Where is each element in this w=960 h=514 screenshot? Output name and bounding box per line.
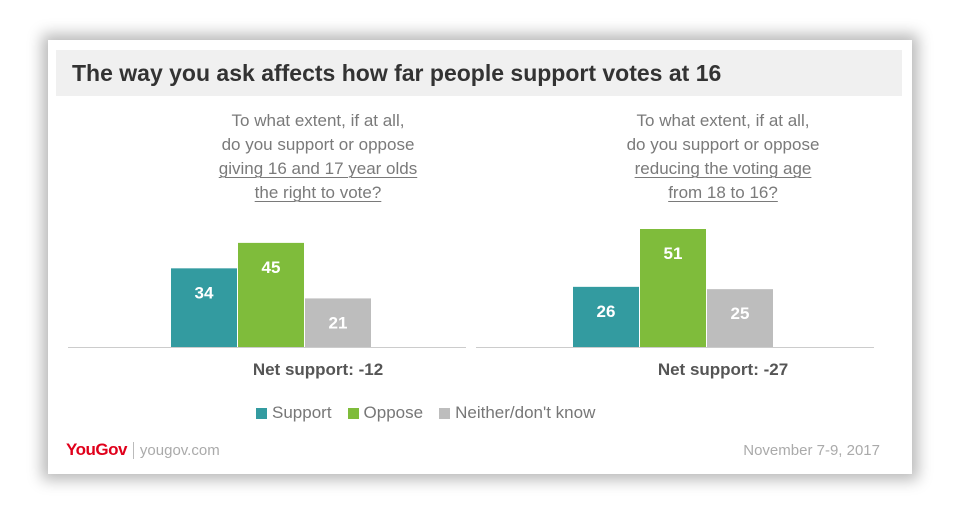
bar-neither (305, 298, 371, 347)
footer-branding: YouGov yougov.com (66, 438, 220, 462)
question-line: To what extent, if at all, (231, 111, 405, 130)
legend-label: Oppose (363, 403, 424, 422)
legend-swatch-support (256, 407, 267, 419)
footer-divider (132, 441, 134, 459)
legend-swatch-neither (439, 407, 451, 419)
bar-neither (707, 289, 773, 347)
bar-oppose (238, 242, 304, 347)
question-line-underlined: the right to vote? (254, 183, 382, 202)
bar-value-label: 26 (597, 302, 616, 321)
net-support-left: Net support: -12 (252, 360, 384, 379)
question-line: To what extent, if at all, (636, 111, 810, 130)
bar-chart: 34 45 21 26 51 25 (68, 229, 874, 348)
net-support-right: Net support: -27 (657, 360, 789, 379)
question-line-underlined: giving 16 and 17 year olds (218, 159, 418, 178)
bar-value-label: 51 (664, 244, 683, 263)
bar-value-label: 34 (195, 283, 214, 302)
bar-support (171, 268, 237, 347)
chart-title: The way you ask affects how far people s… (72, 60, 722, 86)
footer-date: November 7-9, 2017 (743, 442, 880, 459)
legend: Support Oppose Neither/don't know (256, 402, 595, 424)
question-line: do you support or oppose (626, 135, 820, 154)
bar-value-label: 45 (262, 258, 281, 277)
question-line: do you support or oppose (221, 135, 415, 154)
legend-swatch-oppose (347, 407, 359, 419)
question-left: To what extent, if at all, do you suppor… (168, 109, 468, 205)
bar-oppose (640, 229, 706, 347)
legend-label: Support (272, 403, 332, 422)
bar-support (573, 286, 639, 347)
footer-site: yougov.com (139, 441, 220, 459)
bar-value-label: 21 (329, 313, 348, 332)
question-line-underlined: reducing the voting age (634, 159, 812, 178)
yougov-logo: YouGov (66, 440, 127, 459)
question-line-underlined: from 18 to 16? (668, 183, 778, 202)
bar-value-label: 25 (731, 304, 750, 323)
title-bar: The way you ask affects how far people s… (56, 50, 902, 96)
legend-label: Neither/don't know (455, 403, 596, 422)
legend-item-oppose: Oppose (347, 403, 424, 423)
legend-item-neither: Neither/don't know (439, 403, 595, 423)
question-right: To what extent, if at all, do you suppor… (573, 109, 873, 205)
legend-item-support: Support (256, 403, 332, 423)
chart-card: The way you ask affects how far people s… (48, 40, 912, 474)
